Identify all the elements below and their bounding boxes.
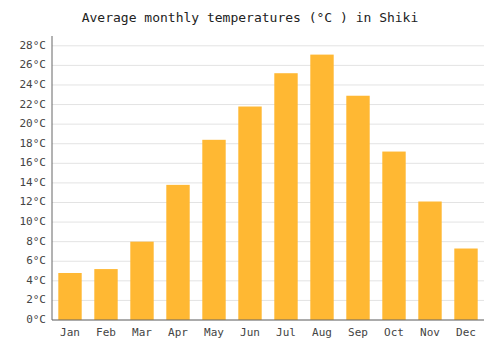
y-tick-label: 16°C [20,156,47,169]
grid-line [52,104,484,105]
bars [58,55,477,320]
bar [238,107,261,320]
y-tick-label: 24°C [20,78,47,91]
chart-title: Average monthly temperatures (°C ) in Sh… [82,10,419,25]
bar [310,55,333,320]
grid [52,46,484,320]
y-tick-label: 4°C [26,274,46,287]
x-tick-label: Jan [60,326,80,339]
y-axis-line [52,36,53,320]
bar [202,140,225,320]
x-tick-label: May [204,326,224,339]
bar [130,242,153,320]
x-tick-label: Oct [384,326,404,339]
grid-line [52,65,484,66]
grid-line [52,124,484,125]
y-axis: 0°C 2°C 4°C 6°C 8°C 10°C 12°C 14°C 16°C 18°C 20°C 2… [20,39,47,326]
y-tick-label: 8°C [26,235,46,248]
bar [94,269,117,320]
y-tick-label: 20°C [20,117,47,130]
x-tick-label: Sep [348,326,368,339]
grid-line [52,84,484,85]
bar [454,249,477,320]
x-tick-label: Jun [240,326,260,339]
bar [274,73,297,320]
bar [346,96,369,320]
y-tick-label: 22°C [20,98,47,111]
chart-container: 0°C 2°C 4°C 6°C 8°C 10°C 12°C 14°C 16°C 18°C 20°C 2… [0,0,500,350]
x-axis: Jan Feb Mar Apr May Jun Jul Aug Sep Oct Nov Dec [60,326,476,339]
y-tick-label: 0°C [26,313,46,326]
y-tick-label: 28°C [20,39,47,52]
x-tick-label: Nov [420,326,440,339]
bar [58,273,81,320]
y-tick-label: 6°C [26,254,46,267]
grid-line [52,163,484,164]
y-tick-label: 18°C [20,137,47,150]
grid-line [52,143,484,144]
y-tick-label: 12°C [20,195,47,208]
x-tick-label: Feb [96,326,116,339]
bar [418,202,441,320]
x-tick-label: Aug [312,326,332,339]
x-tick-label: Apr [168,326,188,339]
grid-line [52,320,484,321]
grid-line [52,45,484,46]
chart-svg: 0°C 2°C 4°C 6°C 8°C 10°C 12°C 14°C 16°C 18°C 20°C 2… [0,0,500,350]
x-tick-label: Mar [132,326,152,339]
y-tick-label: 26°C [20,58,47,71]
grid-line [52,182,484,183]
x-tick-label: Dec [456,326,476,339]
y-tick-label: 14°C [20,176,47,189]
x-axis-line [52,320,484,321]
bar [382,152,405,320]
y-tick-label: 10°C [20,215,47,228]
x-tick-label: Jul [276,326,296,339]
y-tick-label: 2°C [26,293,46,306]
bar [166,185,189,320]
